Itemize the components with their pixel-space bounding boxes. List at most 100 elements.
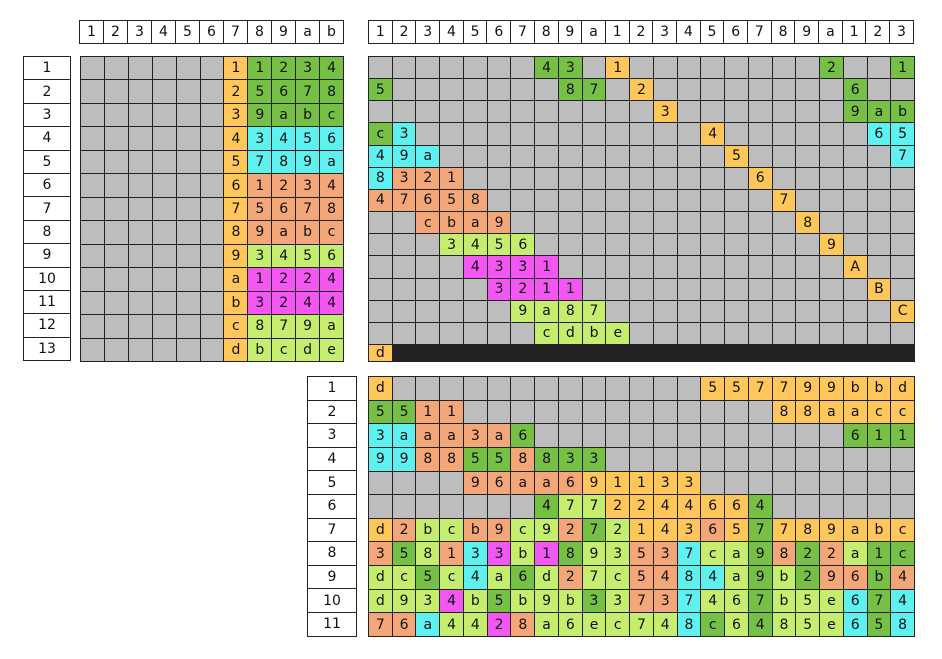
grid-cell-value: 2: [487, 613, 511, 636]
grid-cell-value: b: [296, 221, 320, 244]
grid-cell-value: 8: [463, 189, 487, 212]
grid-cell-empty: [128, 244, 152, 268]
grid-cell-value: 3: [296, 57, 320, 80]
grid-cell-empty: [200, 244, 224, 268]
grid-cell-empty: [511, 377, 535, 400]
grid-cell-empty: [152, 268, 176, 291]
grid-cell-value: 3: [653, 589, 677, 613]
grid-cell-empty: [487, 79, 511, 101]
grid-cell-empty: [200, 103, 224, 127]
grid-cell-empty: [416, 377, 440, 400]
grid-cell-value: 1: [248, 57, 272, 80]
grid-cell-empty: [463, 322, 487, 344]
grid-cell-empty: [606, 145, 630, 167]
grid-cell-value: 9: [796, 377, 820, 400]
grid-cell-value: c: [891, 400, 914, 424]
grid-cell-empty: [81, 338, 104, 361]
grid-cell-empty: [701, 256, 725, 278]
grid-cell-value: 8: [558, 79, 582, 101]
grid-cell-empty: [440, 300, 463, 322]
grid-cell-value: 9: [248, 221, 272, 244]
grid-cell-empty: [701, 79, 725, 101]
grid-cell-empty: [748, 212, 772, 234]
grid-cell-value: 6: [843, 424, 867, 447]
grid-cell-empty: [463, 278, 487, 300]
grid-cell-empty: [200, 197, 224, 221]
grid-cell-value: 5: [487, 234, 511, 256]
column-header: 5: [462, 20, 488, 44]
grid-cell-value: 2: [272, 291, 296, 315]
grid-cell-value: b: [224, 291, 248, 315]
grid-cell-empty: [440, 256, 463, 278]
grid-cell-value: 7: [677, 542, 701, 566]
grid-cell-empty: [653, 400, 677, 424]
grid-cell-value: 1: [535, 256, 558, 278]
grid-cell-empty: [820, 471, 843, 495]
grid-cell-value: 3: [558, 447, 582, 471]
grid-cell-value: b: [558, 589, 582, 613]
grid-cell-empty: [606, 189, 630, 212]
grid-cell-empty: [725, 189, 748, 212]
grid-cell-empty: [81, 315, 104, 338]
grid-cell-empty: [630, 447, 653, 471]
grid-cell-empty: [392, 256, 416, 278]
grid-cell-value: 7: [296, 197, 320, 221]
grid-cell-value: d: [535, 566, 558, 589]
grid-cell-empty: [463, 167, 487, 189]
grid-cell-empty: [392, 495, 416, 518]
grid-cell-value: 4: [369, 189, 392, 212]
grid-cell-value: 5: [392, 400, 416, 424]
column-header: 2: [865, 20, 891, 44]
grid-cell-value: 4: [701, 123, 725, 145]
grid-cell-value: b: [843, 377, 867, 400]
grid-cell-value: a: [535, 613, 558, 636]
grid-cell-empty: [748, 101, 772, 123]
grid-cell-empty: [725, 167, 748, 189]
grid-cell-empty: [487, 300, 511, 322]
grid-cell-empty: [606, 234, 630, 256]
grid-cell-value: 9: [392, 447, 416, 471]
grid-cell-value: c: [224, 315, 248, 338]
grid-cell-empty: [440, 57, 463, 79]
grid-cell-empty: [535, 79, 558, 101]
grid-cell-value: 5: [796, 613, 820, 636]
grid-cell-value: 1: [867, 542, 891, 566]
grid-cell-value: 2: [796, 566, 820, 589]
grid-cell-empty: [630, 234, 653, 256]
column-header: 5: [175, 20, 200, 44]
grid-cell-empty: [81, 150, 104, 174]
grid-cell-value: e: [582, 613, 606, 636]
grid-cell-value: 3: [606, 542, 630, 566]
grid-cell-value: d: [369, 566, 392, 589]
grid-cell-empty: [725, 212, 748, 234]
grid-cell-empty: [582, 189, 606, 212]
grid-cell-value: 2: [416, 167, 440, 189]
grid-cell-value: a: [487, 566, 511, 589]
grid-cell-value: 9: [511, 300, 535, 322]
grid-cell-empty: [176, 244, 200, 268]
grid-cell-empty: [843, 234, 867, 256]
grid-cell-value: 7: [891, 145, 914, 167]
grid-cell-value: c: [320, 103, 343, 127]
grid-cell-empty: [820, 256, 843, 278]
grid-cell-empty: [677, 256, 701, 278]
grid-cell-empty: [867, 167, 891, 189]
grid-cell-empty: [772, 256, 796, 278]
grid-cell-empty: [200, 127, 224, 150]
grid-cell-value: 6: [725, 613, 748, 636]
grid-cell-value: d: [891, 377, 914, 400]
grid-cell-empty: [701, 57, 725, 79]
grid-cell-value: 8: [511, 613, 535, 636]
column-header: 6: [486, 20, 512, 44]
grid-cell-value: 6: [272, 80, 296, 103]
grid-cell-empty: [677, 79, 701, 101]
grid-cell-empty: [606, 424, 630, 447]
grid-cell-value: 5: [248, 80, 272, 103]
grid-cell-value: 6: [272, 197, 296, 221]
grid-cell-value: 4: [653, 518, 677, 542]
grid-cell-value: 9: [843, 101, 867, 123]
grid-cell-value: 7: [558, 495, 582, 518]
column-header: a: [295, 20, 320, 44]
grid-cell-empty: [582, 424, 606, 447]
grid-cell-empty: [891, 256, 914, 278]
